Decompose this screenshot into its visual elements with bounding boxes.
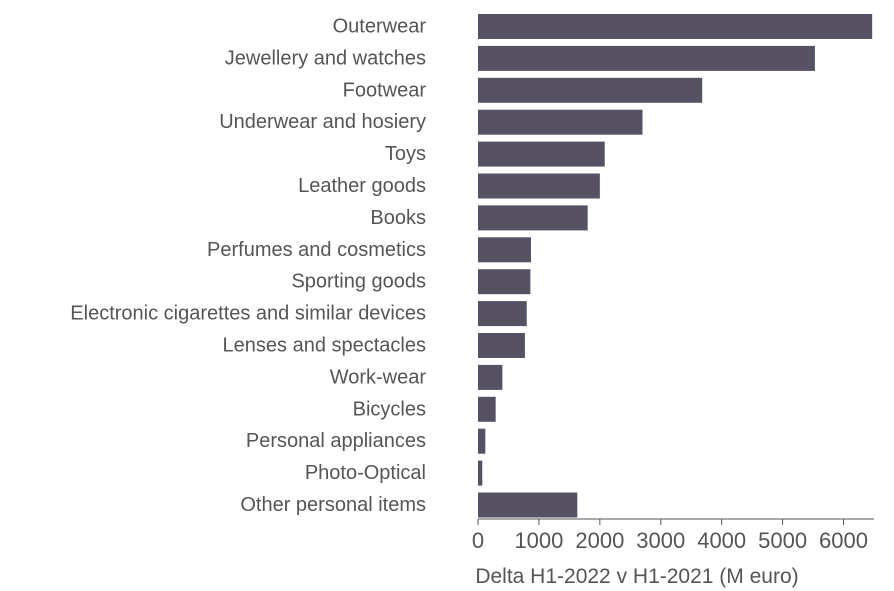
x-tick-label: 4000 xyxy=(697,528,746,553)
category-label: Electronic cigarettes and similar device… xyxy=(70,303,426,325)
category-label: Footwear xyxy=(343,79,427,101)
category-label: Leather goods xyxy=(298,175,426,197)
bar xyxy=(478,205,588,231)
bar xyxy=(478,333,525,358)
bar xyxy=(478,109,643,135)
category-label: Sporting goods xyxy=(291,271,426,293)
category-label: Lenses and spectacles xyxy=(223,335,426,357)
x-axis: 0 1000 2000 3000 4000 5000 6000 xyxy=(472,518,874,553)
category-labels: Outerwear Jewellery and watches Footwear Un… xyxy=(70,16,426,517)
bar xyxy=(478,492,578,518)
category-label: Photo-Optical xyxy=(305,462,426,484)
x-tick-label: 1000 xyxy=(514,528,563,553)
bar xyxy=(478,77,703,103)
bar xyxy=(478,301,527,327)
bar xyxy=(478,45,815,71)
bars-layer xyxy=(478,14,873,518)
x-tick-label: 5000 xyxy=(758,528,807,553)
category-label: Outerwear xyxy=(333,16,427,38)
category-label: Jewellery and watches xyxy=(225,47,426,69)
category-label: Books xyxy=(370,207,426,229)
x-tick-label: 0 xyxy=(472,528,484,553)
bar xyxy=(478,237,532,263)
x-axis-title: Delta H1-2022 v H1-2021 (M euro) xyxy=(475,565,798,588)
category-label: Perfumes and cosmetics xyxy=(207,239,426,261)
x-tick-label: 6000 xyxy=(819,528,868,553)
category-label: Other personal items xyxy=(240,494,426,516)
category-label: Underwear and hosiery xyxy=(219,111,426,133)
bar xyxy=(478,269,531,295)
bar xyxy=(478,141,605,167)
bar xyxy=(478,14,873,39)
category-label: Bicycles xyxy=(353,398,426,420)
bar xyxy=(478,364,503,390)
bar xyxy=(478,460,483,486)
category-label: Personal appliances xyxy=(246,430,426,452)
bar xyxy=(478,428,486,454)
bar xyxy=(478,173,600,199)
category-label: Work-wear xyxy=(330,366,427,388)
bar xyxy=(478,396,496,422)
category-label: Toys xyxy=(385,143,426,165)
x-tick-label: 2000 xyxy=(575,528,624,553)
x-tick-label: 3000 xyxy=(636,528,685,553)
x-ticks: 0 1000 2000 3000 4000 5000 6000 xyxy=(472,519,868,553)
